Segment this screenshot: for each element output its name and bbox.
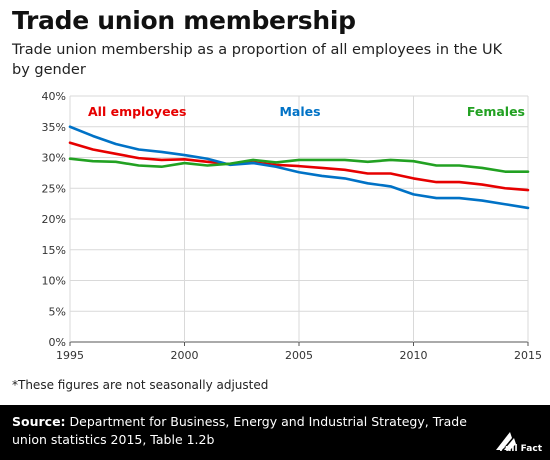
y-tick-label: 30% — [42, 152, 66, 165]
y-tick-label: 0% — [49, 336, 66, 349]
y-tick-label: 10% — [42, 275, 66, 288]
source-text: Source: Department for Business, Energy … — [12, 413, 482, 449]
line-chart: 0% 5% 10% 15% 20% 25% 30% 35% 40% 1995 2000 2005 201… — [42, 90, 542, 362]
x-tick-label: 2010 — [400, 349, 428, 362]
footnote: *These figures are not seasonally adjust… — [12, 378, 269, 392]
y-tick-label: 20% — [42, 213, 66, 226]
source-citation: Department for Business, Energy and Indu… — [12, 414, 467, 447]
chart-subtitle: Trade union membership as a proportion o… — [12, 40, 532, 80]
legend-label: Females — [467, 104, 525, 119]
chart-title: Trade union membership — [12, 6, 356, 35]
x-tick-label: 2000 — [171, 349, 199, 362]
y-tick-label: 40% — [42, 90, 66, 103]
logo-mark-icon — [496, 432, 516, 450]
source-footer: Source: Department for Business, Energy … — [0, 405, 550, 460]
series-line — [68, 157, 530, 173]
source-label: Source: — [12, 414, 66, 429]
y-tick-label: 15% — [42, 244, 66, 257]
subtitle-line-1: Trade union membership as a proportion o… — [12, 42, 503, 58]
full-fact-logo: Full Fact — [492, 428, 542, 454]
x-tick-label: 2005 — [285, 349, 313, 362]
legend-label: Males — [279, 104, 320, 119]
y-tick-label: 25% — [42, 182, 66, 195]
series-line — [68, 125, 530, 210]
subtitle-line-2: by gender — [12, 62, 86, 78]
x-tick-label: 2015 — [514, 349, 542, 362]
y-tick-label: 5% — [49, 305, 66, 318]
logo-text: Full Fact — [499, 444, 542, 454]
series-line — [68, 141, 530, 192]
x-tick-label: 1995 — [56, 349, 84, 362]
y-tick-label: 35% — [42, 121, 66, 134]
legend-label: All employees — [88, 104, 186, 119]
